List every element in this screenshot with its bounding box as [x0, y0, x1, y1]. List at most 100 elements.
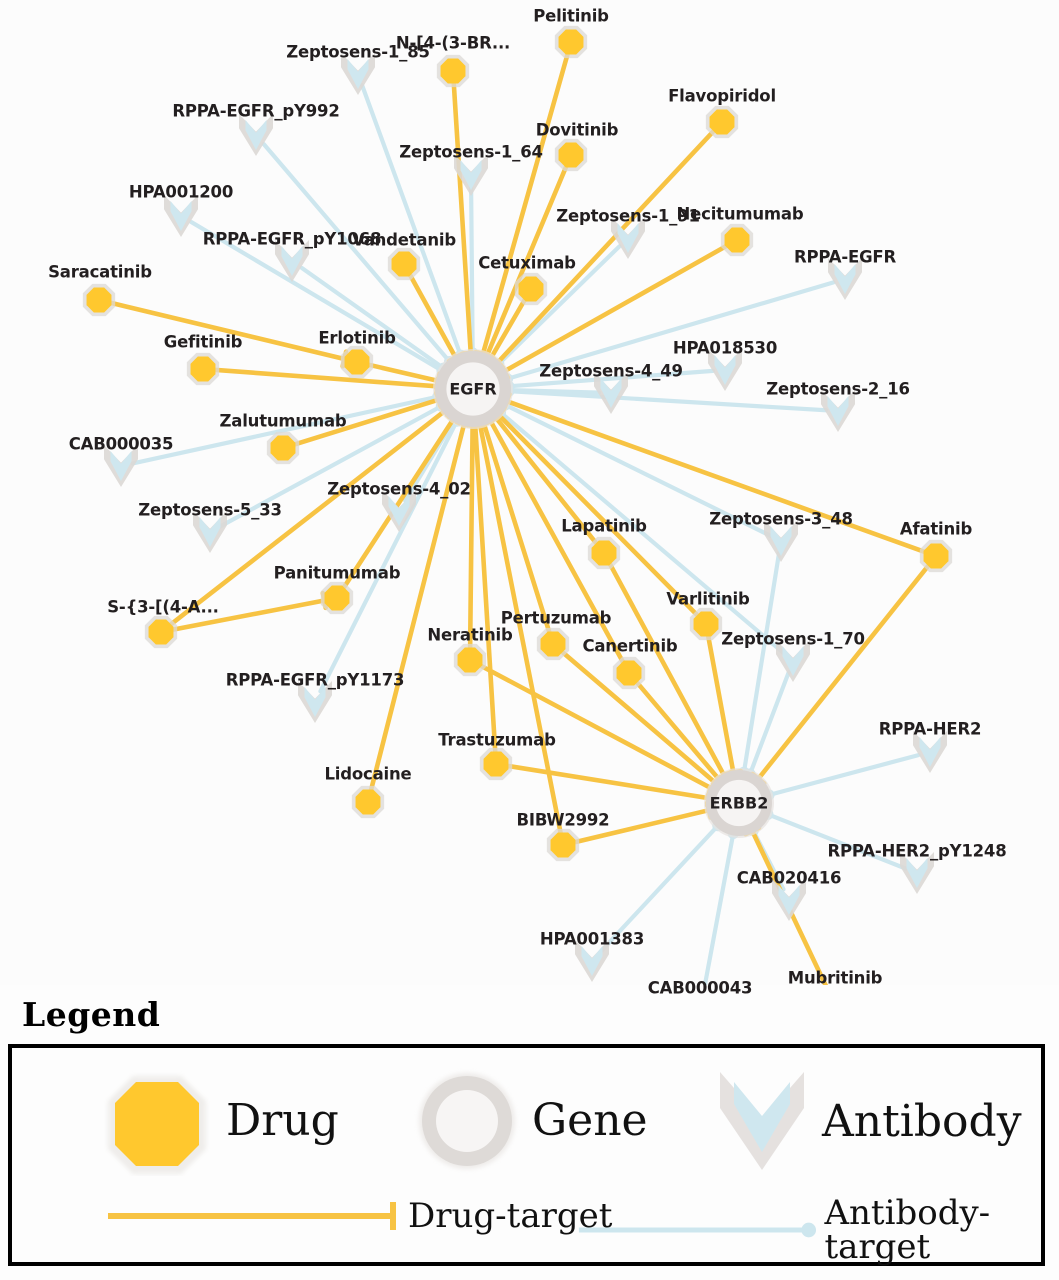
- antibody-edge: [503, 402, 773, 538]
- drug-node[interactable]: [144, 615, 178, 649]
- antibody-node-fill: [782, 646, 804, 676]
- drug-node[interactable]: [514, 272, 548, 306]
- drug-node[interactable]: [186, 352, 220, 386]
- drug-node[interactable]: [546, 828, 580, 862]
- antibody-node[interactable]: [341, 53, 375, 95]
- antibody-node-fill: [460, 160, 482, 190]
- antibody-edge: [299, 265, 446, 371]
- antibody-node[interactable]: [454, 154, 488, 196]
- antibody-node[interactable]: [298, 681, 332, 723]
- legend-box: Drug Gene Antibody: [8, 1044, 1045, 1266]
- antibody-node-fill: [834, 264, 856, 294]
- drug-edge: [171, 598, 327, 632]
- drug-edge: [493, 414, 599, 546]
- drug-node-fill: [693, 611, 719, 637]
- drug-node[interactable]: [266, 431, 300, 465]
- drug-edge: [502, 244, 728, 374]
- gene-node[interactable]: [433, 349, 513, 429]
- antibody-node-fill: [714, 355, 736, 385]
- drug-node[interactable]: [720, 223, 754, 257]
- drug-node-fill: [355, 789, 381, 815]
- drug-node[interactable]: [387, 247, 421, 281]
- antibody-node[interactable]: [382, 490, 416, 532]
- drug-edge: [756, 563, 931, 782]
- drug-node-group[interactable]: [82, 25, 953, 985]
- network-canvas[interactable]: Zeptosens-1_85 RPPA-EGFR_pY992 Zeptosens-1…: [0, 0, 1059, 998]
- drug-node[interactable]: [340, 345, 374, 379]
- drug-node[interactable]: [436, 54, 470, 88]
- drug-edge: [451, 81, 474, 356]
- drug-node[interactable]: [320, 581, 354, 615]
- antibody-node[interactable]: [828, 258, 862, 300]
- drug-edge: [573, 807, 712, 845]
- antibody-node[interactable]: [708, 349, 742, 391]
- drug-node[interactable]: [705, 105, 739, 139]
- drug-edge: [472, 422, 498, 754]
- drug-node[interactable]: [351, 785, 385, 819]
- antibody-node-fill: [770, 526, 792, 556]
- drug-target-line-icon: [108, 1202, 396, 1230]
- drug-node[interactable]: [453, 643, 487, 677]
- antibody-node[interactable]: [776, 640, 810, 682]
- antibody-edge: [261, 142, 452, 364]
- antibody-edge: [702, 831, 736, 985]
- legend-label-drug-target: Drug-target: [408, 1196, 613, 1236]
- drug-node[interactable]: [554, 138, 588, 172]
- antibody-node[interactable]: [575, 940, 609, 982]
- antibody-node[interactable]: [164, 195, 198, 237]
- antibody-node[interactable]: [239, 114, 273, 156]
- drug-node[interactable]: [587, 536, 621, 570]
- antibody-node[interactable]: [594, 372, 628, 414]
- antibody-edge-group: [130, 83, 921, 985]
- drug-node-fill: [540, 631, 566, 657]
- antibody-edge: [498, 410, 786, 656]
- drug-edge: [368, 421, 467, 792]
- antibody-edge: [505, 280, 836, 381]
- antibody-node[interactable]: [900, 852, 934, 894]
- legend-node-row: Drug Gene Antibody: [12, 1066, 1041, 1176]
- gene-node[interactable]: [704, 768, 774, 838]
- antibody-node[interactable]: [193, 511, 227, 553]
- gene-node-group[interactable]: [433, 349, 774, 838]
- drug-edge: [488, 297, 527, 361]
- drug-node[interactable]: [554, 25, 588, 59]
- drug-edge: [706, 634, 736, 775]
- legend-item-gene: Gene: [412, 1066, 648, 1176]
- legend-label-gene: Gene: [532, 1095, 648, 1146]
- antibody-chevron-icon: [720, 1072, 804, 1170]
- drug-node-fill: [483, 751, 509, 777]
- legend-edge-row: Drug-target Antibody-target: [12, 1188, 1041, 1264]
- antibody-node[interactable]: [275, 240, 309, 282]
- drug-node-fill: [558, 29, 584, 55]
- drug-edge: [488, 418, 626, 664]
- drug-node-fill: [518, 276, 544, 302]
- drug-node[interactable]: [82, 283, 116, 317]
- drug-node[interactable]: [919, 539, 953, 573]
- antibody-node[interactable]: [772, 879, 806, 921]
- drug-edge: [495, 129, 716, 365]
- antibody-edge: [360, 83, 463, 358]
- drug-node[interactable]: [612, 656, 646, 690]
- antibody-node[interactable]: [821, 390, 855, 432]
- drug-node[interactable]: [536, 627, 570, 661]
- antibody-edge: [506, 368, 716, 389]
- antibody-node-fill: [199, 517, 221, 547]
- antibody-node-fill: [919, 737, 941, 767]
- antibody-node-group[interactable]: [104, 53, 947, 985]
- drug-edge: [341, 416, 456, 590]
- antibody-edge: [766, 752, 921, 798]
- network-svg: [82, 25, 953, 985]
- antibody-node-fill: [170, 201, 192, 231]
- antibody-edge: [496, 244, 622, 366]
- antibody-node[interactable]: [104, 445, 138, 487]
- drug-node[interactable]: [689, 607, 723, 641]
- antibody-node[interactable]: [913, 731, 947, 773]
- drug-edge: [479, 663, 714, 791]
- drug-node[interactable]: [479, 747, 513, 781]
- drug-node-fill: [324, 585, 350, 611]
- antibody-node[interactable]: [764, 520, 798, 562]
- antibody-node[interactable]: [611, 217, 645, 259]
- drug-node-fill: [616, 660, 642, 686]
- drug-node-fill: [923, 543, 949, 569]
